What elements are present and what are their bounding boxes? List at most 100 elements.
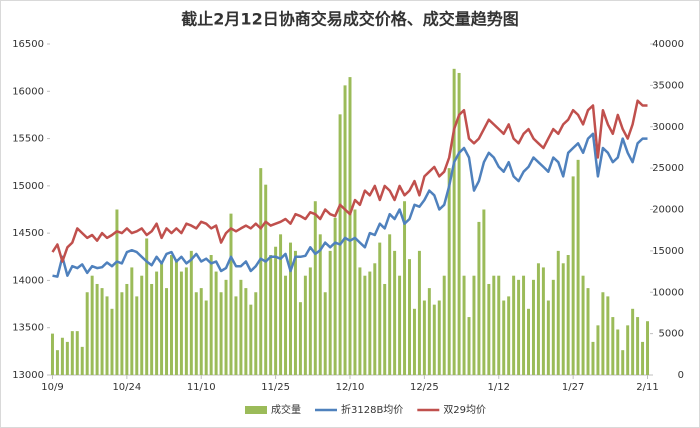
bar xyxy=(363,275,367,375)
bar xyxy=(214,271,218,375)
bar xyxy=(551,279,555,375)
bar xyxy=(289,242,292,375)
bar xyxy=(303,275,307,375)
y-tick-label: 14500 xyxy=(12,228,44,239)
bar xyxy=(452,68,456,375)
bar xyxy=(383,283,387,375)
bar xyxy=(482,209,486,375)
bar xyxy=(184,267,188,375)
bar xyxy=(487,283,491,375)
x-tick-label: 10/24 xyxy=(112,382,141,393)
bar xyxy=(492,275,496,375)
bar xyxy=(611,317,615,375)
bar xyxy=(571,176,575,375)
x-tick-label: 11/10 xyxy=(187,382,216,393)
y-tick-label: 16000 xyxy=(12,86,44,97)
bar xyxy=(556,250,560,375)
y2-tick-label: 20000 xyxy=(652,205,684,216)
bar xyxy=(333,217,337,375)
bar xyxy=(412,308,416,375)
bar xyxy=(90,275,94,375)
bar xyxy=(621,350,625,375)
bar xyxy=(115,209,119,375)
bar xyxy=(512,275,516,375)
x-tick-label: 12/25 xyxy=(410,382,439,393)
bar xyxy=(566,255,570,375)
y-tick-label: 14000 xyxy=(12,275,44,286)
bar xyxy=(318,234,322,375)
bar xyxy=(170,255,173,375)
x-tick-label: 2/11 xyxy=(636,382,658,393)
y-tick-label: 15000 xyxy=(12,181,44,192)
bar xyxy=(219,292,223,375)
bar xyxy=(274,246,278,375)
bar xyxy=(561,263,565,375)
bar xyxy=(313,201,317,375)
legend-label: 双29均价 xyxy=(443,404,486,416)
bar xyxy=(591,341,595,375)
bar xyxy=(199,288,203,375)
bar xyxy=(229,213,233,375)
bar xyxy=(269,255,273,375)
bar xyxy=(536,263,540,375)
bar xyxy=(85,292,89,375)
bar xyxy=(120,292,124,375)
bar xyxy=(522,275,526,375)
y-tick-label: 13000 xyxy=(12,370,44,381)
bar xyxy=(60,337,64,375)
x-tick-label: 1/12 xyxy=(488,382,510,393)
bar xyxy=(497,275,501,375)
bar xyxy=(204,300,208,375)
line xyxy=(51,99,648,263)
y2-tick-label: 15000 xyxy=(652,246,684,257)
bar xyxy=(616,329,620,375)
bar xyxy=(95,283,99,375)
bar xyxy=(641,341,645,375)
bar xyxy=(462,275,466,375)
bar xyxy=(467,317,471,375)
bar xyxy=(135,296,139,375)
bar xyxy=(105,296,109,375)
bar xyxy=(398,275,402,375)
bar xyxy=(606,296,610,375)
bar xyxy=(224,279,228,375)
y2-tick-label: 35000 xyxy=(652,80,684,91)
bar xyxy=(160,263,164,375)
bar xyxy=(284,275,288,375)
bar xyxy=(140,275,144,375)
y-tick-label: 13500 xyxy=(12,323,44,334)
bar xyxy=(100,288,104,375)
bar xyxy=(408,259,411,375)
bar xyxy=(358,267,362,375)
x-tick-label: 10/9 xyxy=(41,382,63,393)
bar xyxy=(457,72,461,376)
bar xyxy=(323,292,327,375)
bar xyxy=(308,267,312,375)
y2-tick-label: 10000 xyxy=(652,287,684,298)
bar xyxy=(417,250,421,375)
bar xyxy=(244,288,248,375)
bar xyxy=(145,238,149,375)
bar xyxy=(239,279,243,375)
bar xyxy=(293,250,297,375)
bar xyxy=(179,271,183,375)
bar xyxy=(631,308,635,375)
bar xyxy=(626,325,630,375)
bar xyxy=(541,267,545,375)
bar xyxy=(150,283,154,375)
bar xyxy=(189,250,193,375)
bar xyxy=(75,331,79,375)
bar xyxy=(298,302,302,375)
bar xyxy=(477,221,481,375)
bar xyxy=(393,250,397,375)
bar xyxy=(432,304,436,375)
bar xyxy=(422,300,426,375)
bar xyxy=(279,234,283,375)
bar xyxy=(209,255,213,375)
bar xyxy=(249,304,253,375)
bar xyxy=(259,168,263,375)
bar xyxy=(254,292,258,375)
bar xyxy=(388,234,392,375)
y2-tick-label: 5000 xyxy=(659,329,684,340)
